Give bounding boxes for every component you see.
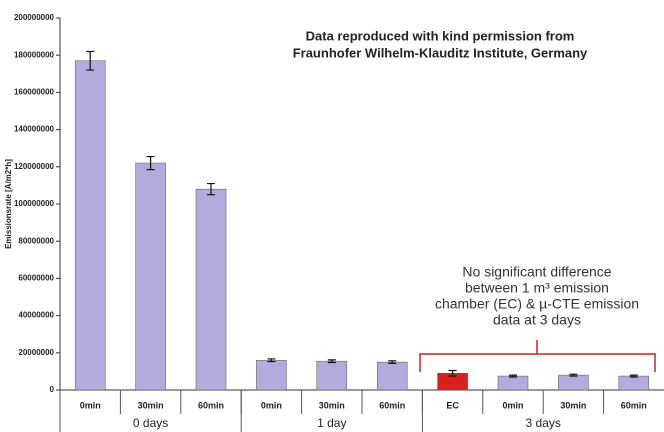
chart-title-line: Data reproduced with kind permission fro…: [306, 28, 575, 43]
y-tick-label: 160000000: [14, 88, 55, 97]
y-tick-label: 200000000: [14, 13, 55, 22]
error-bar: [207, 182, 215, 196]
group-label: 0 days: [133, 416, 168, 430]
x-tick-label: 60min: [621, 400, 647, 410]
annotation: between 1 m³ emission: [465, 280, 609, 296]
x-tick-label: 30min: [319, 400, 345, 410]
annotation: No significant difference: [462, 264, 611, 280]
error-bar: [509, 374, 517, 378]
bar: [135, 162, 166, 391]
x-tick-label: 30min: [138, 400, 164, 410]
annotation: chamber (EC) & µ-CTE emission: [435, 296, 639, 312]
error-bar: [86, 50, 95, 71]
y-tick-label: 60000000: [18, 274, 54, 283]
bracket: [419, 340, 656, 372]
y-tick-label: 40000000: [18, 311, 54, 320]
y-tick-label: 20000000: [18, 348, 54, 357]
chart-title-line: Fraunhofer Wilhelm-Klauditz Institute, G…: [293, 45, 588, 60]
x-tick-label: 0min: [502, 400, 523, 410]
bar: [558, 374, 589, 391]
bar: [497, 375, 529, 391]
y-tick-label: 120000000: [14, 162, 55, 171]
bar: [316, 360, 348, 391]
x-tick-label: 0min: [261, 400, 282, 410]
y-tick-label: 80000000: [18, 236, 54, 245]
x-tick-label: 30min: [560, 400, 586, 410]
y-axis-title: Emissionsrate [A/m2*h]: [4, 159, 13, 249]
x-tick-label: EC: [446, 400, 459, 410]
group-label: 1 day: [317, 416, 346, 430]
x-tick-label: 0min: [80, 400, 101, 410]
error-bar: [629, 374, 638, 378]
error-bar: [569, 373, 578, 377]
x-tick-label: 60min: [379, 400, 405, 410]
bar: [618, 375, 650, 391]
y-tick-label: 100000000: [14, 199, 55, 208]
annotation: data at 3 days: [493, 312, 581, 328]
bar: [376, 361, 408, 391]
error-bar: [146, 155, 155, 171]
x-tick-label: 60min: [198, 400, 224, 410]
group-label: 3 days: [526, 416, 561, 430]
bar: [256, 359, 287, 391]
error-bar: [388, 360, 397, 365]
y-tick-label: 0: [50, 385, 55, 394]
y-tick-label: 180000000: [14, 50, 55, 59]
bar: [74, 60, 106, 391]
error-bar: [327, 359, 336, 364]
y-tick-label: 140000000: [14, 125, 55, 134]
bar: [195, 188, 227, 391]
error-bar: [448, 369, 457, 377]
error-bar: [267, 358, 276, 363]
